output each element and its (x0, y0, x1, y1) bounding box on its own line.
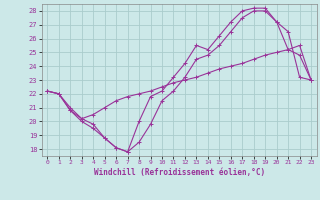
X-axis label: Windchill (Refroidissement éolien,°C): Windchill (Refroidissement éolien,°C) (94, 168, 265, 177)
